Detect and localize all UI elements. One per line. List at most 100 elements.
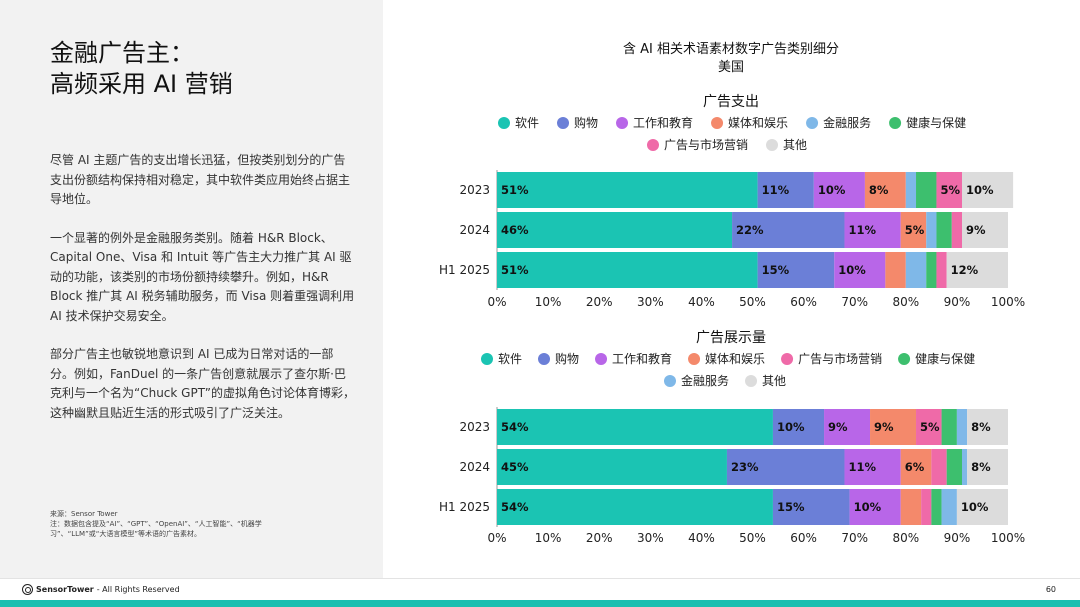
chart1-x-tick-label: 90%	[944, 295, 971, 309]
chart2-legend-marker	[538, 353, 551, 365]
paragraph-1: 尽管 AI 主题广告的支出增长迅猛，但按类别划分的广告支出份额结构保持相对稳定，…	[50, 153, 351, 206]
chart1-bar-segment	[813, 172, 865, 208]
page-title-line-1: 金融广告主：	[50, 39, 194, 67]
chart2-bar-segment	[824, 409, 871, 445]
paragraph-3: 部分广告主也敏锐地意识到 AI 已成为日常对话的一部分。例如，FanDuel 的…	[50, 347, 355, 420]
chart1-legend-marker	[498, 117, 510, 129]
chart2-x-tick-label: 70%	[841, 531, 868, 545]
chart2-x-tick-label: 40%	[688, 531, 715, 545]
chart1-title: 广告支出	[703, 94, 759, 110]
footer-logo: SensorTower - All Rights Reserved	[22, 584, 180, 595]
chart1-legend-label: 软件	[515, 116, 539, 130]
chart1-data-label: 51%	[501, 263, 529, 277]
source-label: 来源：Sensor Tower	[50, 510, 118, 518]
chart-subtitle: 美国	[718, 60, 744, 75]
chart2-legend-marker	[481, 353, 493, 365]
chart2-x-tick-label: 80%	[892, 531, 919, 545]
chart1-bar-segment	[497, 212, 733, 248]
chart1-category-label: H1 2025	[439, 263, 490, 277]
chart2-legend-label: 金融服务	[681, 373, 729, 388]
chart2-x-tick-label: 20%	[586, 531, 613, 545]
chart2-bar-segment	[941, 409, 957, 445]
chart2-bar-segment	[956, 489, 1008, 525]
chart2-legend-label: 健康与保健	[915, 351, 975, 366]
chart2-x-tick-label: 90%	[944, 531, 971, 545]
bottom-accent-stripe	[0, 600, 1080, 607]
chart2-title: 广告展示量	[696, 330, 766, 346]
chart1-data-label: 46%	[501, 223, 529, 237]
chart2-category-label: 2024	[459, 460, 490, 474]
chart1-bar-segment	[962, 212, 1008, 248]
page-title: 金融广告主： 高频采用 AI 营销	[50, 38, 233, 100]
chart2-legend-label: 购物	[555, 351, 579, 366]
chart2-bar-segment	[967, 449, 1008, 485]
chart2-data-label: 9%	[828, 420, 848, 434]
chart1-bar-segment	[905, 172, 917, 208]
chart2-bar-segment	[870, 409, 917, 445]
chart2-x-tick-label: 100%	[991, 531, 1025, 545]
chart1-legend-label: 健康与保健	[906, 115, 966, 130]
chart1-data-label: 11%	[762, 183, 790, 197]
chart2-data-label: 10%	[961, 500, 989, 514]
chart2-bar-segment	[941, 489, 957, 525]
chart1-legend-label: 其他	[783, 138, 807, 152]
chart1-legend-label: 广告与市场营销	[664, 137, 748, 152]
chart1-bar-segment	[926, 252, 937, 288]
chart2-legend-marker	[898, 353, 911, 365]
chart1-bar-segment	[900, 212, 927, 248]
chart2-bar-segment	[497, 409, 773, 445]
chart2-bar-segment	[900, 489, 922, 525]
chart1-bar-segment	[905, 252, 927, 288]
chart1-bar-segment	[864, 172, 906, 208]
chart1-data-label: 51%	[501, 183, 529, 197]
chart2-data-label: 6%	[905, 460, 925, 474]
chart1-legend-marker	[647, 139, 659, 151]
chart1-x-tick-label: 10%	[535, 295, 562, 309]
chart1-data-label: 10%	[838, 263, 866, 277]
chart2-legend-label: 其他	[762, 374, 786, 388]
chart2-bar-segment	[962, 449, 968, 485]
chart1-bar-segment	[732, 212, 845, 248]
chart2-data-label: 10%	[854, 500, 882, 514]
chart1-legend-marker	[806, 117, 819, 129]
chart2-bar-segment	[931, 489, 942, 525]
chart1-legend-marker	[766, 139, 779, 151]
chart2-x-tick-label: 60%	[790, 531, 817, 545]
chart1-bar-segment	[844, 212, 901, 248]
chart2-category-label: 2023	[459, 420, 490, 434]
chart1-bar-segment	[926, 212, 937, 248]
chart2-data-label: 54%	[501, 500, 529, 514]
chart2-legend-marker	[664, 375, 676, 387]
chart1-bar-segment	[757, 172, 814, 208]
chart1-bar-segment	[885, 252, 906, 288]
chart2-bar-segment	[931, 449, 947, 485]
chart2-bar-segment	[956, 409, 968, 445]
page-title-line-2: 高频采用 AI 营销	[50, 70, 233, 98]
chart2-bar-segment	[849, 489, 901, 525]
chart2-bar-segment	[772, 489, 850, 525]
chart1-x-tick-label: 100%	[991, 295, 1025, 309]
page-number: 60	[1045, 585, 1056, 594]
chart1-data-label: 10%	[818, 183, 846, 197]
paragraph-2: 一个显著的例外是金融服务类别。随着 H&R Block、Capital One、…	[50, 230, 355, 323]
chart2-bar-segment	[772, 409, 825, 445]
footer-brand: SensorTower	[36, 585, 94, 594]
chart2-legend-label: 工作和教育	[612, 351, 672, 366]
chart2-legend-label: 媒体和娱乐	[705, 352, 765, 366]
chart2-data-label: 8%	[971, 460, 991, 474]
chart2-bar-segment	[916, 409, 942, 445]
note-text: 注：数据包含提及“AI”、“GPT”、“OpenAI”、“人工智能”、“机器学习…	[50, 520, 262, 538]
chart2-legend-label: 软件	[498, 352, 522, 366]
chart1-data-label: 5%	[940, 183, 960, 197]
chart1-legend-label: 购物	[574, 115, 598, 130]
chart1-bar-segment	[757, 252, 835, 288]
chart2-bar-segment	[946, 449, 963, 485]
chart1-bar-segment	[916, 172, 937, 208]
chart1-category-label: 2024	[459, 223, 490, 237]
chart1-data-label: 11%	[848, 223, 876, 237]
chart1-data-label: 12%	[951, 263, 979, 277]
chart2-bar-segment	[844, 449, 901, 485]
chart1-x-tick-label: 30%	[637, 295, 664, 309]
chart2-legend-marker	[745, 375, 758, 387]
chart1-bar-segment	[936, 252, 947, 288]
